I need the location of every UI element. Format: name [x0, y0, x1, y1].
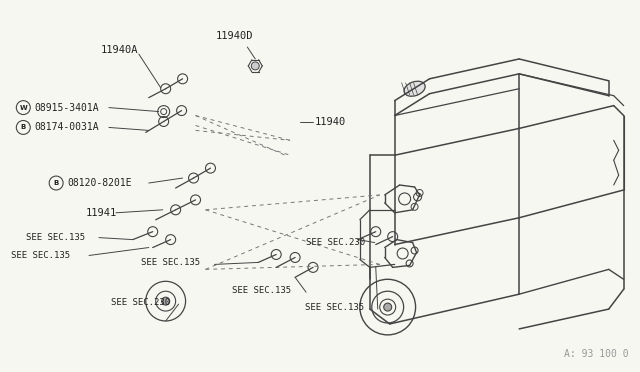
Text: 08174-0031A: 08174-0031A [35, 122, 99, 132]
Text: SEE SEC.135: SEE SEC.135 [232, 286, 291, 295]
Ellipse shape [404, 81, 425, 96]
Circle shape [252, 62, 259, 70]
Text: W: W [19, 105, 27, 110]
Text: SEE SEC.230: SEE SEC.230 [306, 238, 365, 247]
Text: 11940A: 11940A [101, 45, 138, 55]
Text: B: B [54, 180, 59, 186]
Text: SEE SEC.135: SEE SEC.135 [12, 251, 70, 260]
Circle shape [162, 297, 170, 305]
Text: B: B [20, 125, 26, 131]
Text: SEE SEC.135: SEE SEC.135 [26, 233, 85, 242]
Text: A: 93 100 0: A: 93 100 0 [564, 349, 628, 359]
Text: 11940D: 11940D [216, 31, 253, 41]
Text: 11941: 11941 [86, 208, 117, 218]
Text: SEE SEC.135: SEE SEC.135 [141, 258, 200, 267]
Text: 11940: 11940 [315, 118, 346, 128]
Text: SEE SEC.135: SEE SEC.135 [305, 302, 364, 312]
Text: SEE SEC.230: SEE SEC.230 [111, 298, 170, 307]
Text: 08915-3401A: 08915-3401A [35, 103, 99, 113]
Text: 08120-8201E: 08120-8201E [67, 178, 132, 188]
Circle shape [384, 303, 392, 311]
